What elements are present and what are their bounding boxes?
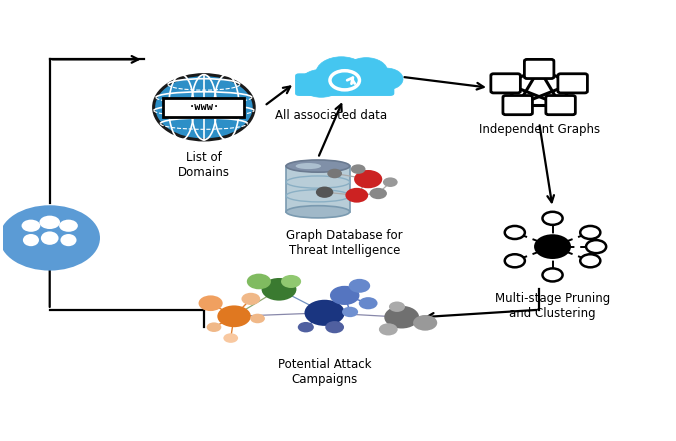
Circle shape [153,75,254,140]
Circle shape [370,188,387,199]
Circle shape [262,278,297,301]
Circle shape [316,187,333,198]
Circle shape [349,279,370,293]
FancyBboxPatch shape [525,60,554,78]
Circle shape [413,315,437,331]
Text: List of
Domains: List of Domains [178,151,230,179]
Text: Graph Database for
Threat Intelligence: Graph Database for Threat Intelligence [287,229,403,257]
Circle shape [199,295,222,311]
Circle shape [281,275,301,288]
FancyBboxPatch shape [491,74,521,93]
Circle shape [370,68,403,90]
FancyBboxPatch shape [503,96,533,115]
Circle shape [345,188,368,203]
Circle shape [338,74,372,96]
Circle shape [505,226,525,239]
Circle shape [330,286,360,305]
Circle shape [359,297,378,309]
Ellipse shape [286,160,349,172]
Circle shape [223,333,238,343]
Circle shape [354,170,382,188]
Circle shape [39,216,60,229]
Circle shape [59,220,78,232]
FancyBboxPatch shape [164,98,245,117]
Circle shape [580,226,600,239]
Text: ·www·: ·www· [189,102,220,112]
Circle shape [22,220,41,232]
Ellipse shape [295,163,321,169]
Circle shape [327,168,342,178]
Circle shape [389,302,405,312]
Circle shape [505,254,525,267]
Circle shape [345,58,387,86]
Circle shape [297,322,314,333]
FancyBboxPatch shape [546,96,575,115]
Circle shape [542,269,562,281]
Circle shape [250,314,265,323]
Circle shape [379,323,397,336]
Circle shape [304,300,345,326]
Circle shape [342,307,358,317]
Circle shape [351,164,366,174]
Circle shape [316,57,367,90]
Circle shape [580,254,600,267]
Circle shape [535,235,570,258]
Circle shape [207,322,221,332]
FancyBboxPatch shape [295,73,394,96]
Text: Multi-stage Pruning
and Clustering: Multi-stage Pruning and Clustering [495,292,610,320]
Text: All associated data: All associated data [275,109,387,123]
Circle shape [299,69,343,97]
Ellipse shape [286,206,349,218]
Text: Potential Attack
Campaigns: Potential Attack Campaigns [278,358,371,386]
Circle shape [241,293,260,305]
Circle shape [383,177,397,187]
Circle shape [542,212,562,225]
FancyBboxPatch shape [558,74,587,93]
Circle shape [0,205,100,271]
Circle shape [217,306,251,327]
Ellipse shape [41,232,59,245]
Text: Independent Graphs: Independent Graphs [479,123,600,135]
Circle shape [384,306,419,329]
Ellipse shape [23,234,39,246]
Circle shape [247,273,271,289]
Ellipse shape [60,234,76,246]
Polygon shape [286,166,349,212]
Circle shape [586,240,606,253]
Circle shape [325,321,344,333]
